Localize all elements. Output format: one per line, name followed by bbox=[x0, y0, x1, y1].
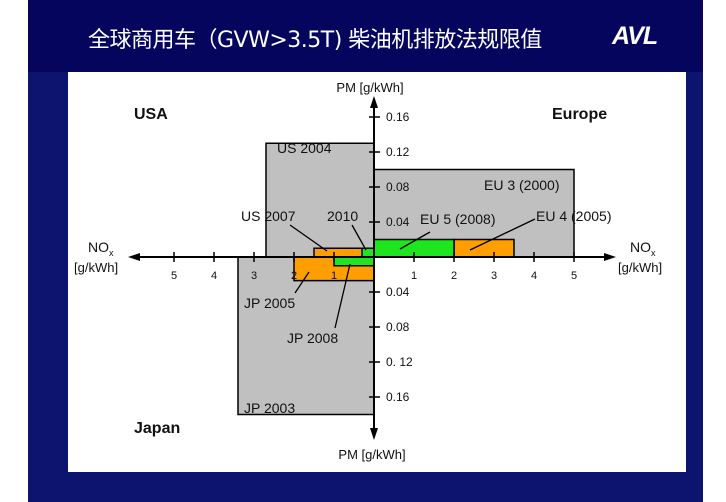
y-tick-label: 0. 12 bbox=[386, 355, 413, 369]
label-jp-2003: JP 2003 bbox=[244, 400, 295, 416]
label-eu3: EU 3 (2000) bbox=[484, 177, 559, 193]
y-tick-label: 0.04 bbox=[386, 285, 410, 299]
y-tick-label: 0.16 bbox=[386, 110, 410, 124]
nox-arrow-left bbox=[128, 253, 140, 261]
label-2010: 2010 bbox=[327, 208, 358, 224]
limit-boxes bbox=[237, 142, 575, 416]
x-tick-label: 1 bbox=[331, 270, 337, 282]
label-us-2007: US 2007 bbox=[241, 208, 296, 224]
nox-arrow-right bbox=[604, 253, 616, 261]
x-tick-label: 5 bbox=[171, 270, 177, 282]
nox-unit-right: [g/kWh] bbox=[618, 260, 662, 275]
slide-title: 全球商用车（GVW>3.5T) 柴油机排放法规限值 bbox=[88, 28, 542, 53]
nox-label-right: NOx bbox=[630, 239, 656, 258]
x-tick-label: 1 bbox=[411, 270, 417, 282]
pm-axis-label-bottom: PM [g/kWh] bbox=[338, 447, 405, 462]
region-japan: Japan bbox=[134, 420, 180, 437]
leader-lines bbox=[289, 218, 536, 329]
x-tick-label: 4 bbox=[211, 270, 217, 282]
y-tick-label: 0.08 bbox=[386, 180, 410, 194]
y-tick-label: 0.04 bbox=[386, 215, 410, 229]
x-tick-label: 2 bbox=[291, 270, 297, 282]
y-tick-label: 0.12 bbox=[386, 145, 410, 159]
label-eu5: EU 5 (2008) bbox=[420, 211, 495, 227]
x-tick-label: 3 bbox=[251, 270, 257, 282]
region-usa: USA bbox=[134, 106, 168, 123]
x-tick-label: 2 bbox=[451, 270, 457, 282]
avl-logo: AVL bbox=[612, 22, 658, 50]
emission-chart: 1 1 2 2 3 3 4 4 5 5 0.04 0.08 0.12 0.16 0.04 0.08 0. 12 0… bbox=[68, 72, 686, 472]
label-eu4: EU 4 (2005) bbox=[536, 208, 611, 224]
x-tick-label: 4 bbox=[531, 270, 537, 282]
x-tick-label: 3 bbox=[491, 270, 497, 282]
region-europe: Europe bbox=[552, 106, 607, 123]
nox-label-left: NOx bbox=[88, 239, 114, 258]
pm-axis-label-top: PM [g/kWh] bbox=[336, 80, 403, 95]
nox-unit-left: [g/kWh] bbox=[74, 260, 118, 275]
pm-arrow-up bbox=[370, 96, 378, 108]
pm-arrow-down bbox=[370, 428, 378, 440]
y-tick-label: 0.16 bbox=[386, 390, 410, 404]
title-bar bbox=[28, 0, 703, 72]
label-jp-2005: JP 2005 bbox=[244, 295, 295, 311]
label-us-2004: US 2004 bbox=[277, 140, 332, 156]
limit-box-us-2004 bbox=[265, 142, 375, 258]
x-tick-label: 5 bbox=[571, 270, 577, 282]
y-tick-label: 0.08 bbox=[386, 320, 410, 334]
limit-box-eu4 bbox=[453, 238, 515, 258]
label-jp-2008: JP 2008 bbox=[287, 330, 338, 346]
limit-box-2010 bbox=[361, 247, 375, 258]
axis-ticks: 1 1 2 2 3 3 4 4 5 5 0.04 0.08 0.12 0.16 0.04 0.08 0. 12 0… bbox=[171, 110, 577, 404]
limit-box-jp-2008 bbox=[333, 256, 375, 267]
